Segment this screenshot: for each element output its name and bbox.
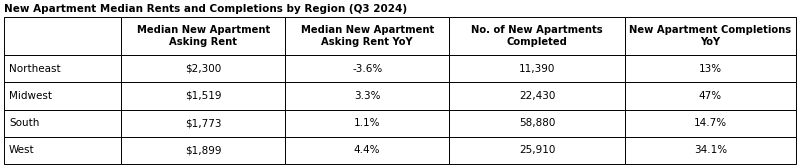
Text: 1.1%: 1.1% [354,118,380,128]
Text: $1,899: $1,899 [185,145,222,155]
Text: Northeast: Northeast [9,64,61,74]
Text: New Apartment Median Rents and Completions by Region (Q3 2024): New Apartment Median Rents and Completio… [4,3,407,13]
Text: 13%: 13% [699,64,722,74]
Text: New Apartment Completions
YoY: New Apartment Completions YoY [630,25,791,47]
Text: Midwest: Midwest [9,91,52,101]
Text: -3.6%: -3.6% [352,64,382,74]
Text: Median New Apartment
Asking Rent: Median New Apartment Asking Rent [137,25,270,47]
Text: South: South [9,118,39,128]
Text: No. of New Apartments
Completed: No. of New Apartments Completed [471,25,603,47]
Text: 58,880: 58,880 [519,118,555,128]
Text: 14.7%: 14.7% [694,118,727,128]
Text: 3.3%: 3.3% [354,91,380,101]
Text: 22,430: 22,430 [519,91,555,101]
Text: $1,519: $1,519 [185,91,222,101]
Text: 4.4%: 4.4% [354,145,380,155]
Text: 34.1%: 34.1% [694,145,727,155]
Text: $1,773: $1,773 [185,118,222,128]
Text: Median New Apartment
Asking Rent YoY: Median New Apartment Asking Rent YoY [301,25,434,47]
Text: West: West [9,145,34,155]
Text: 11,390: 11,390 [519,64,555,74]
Text: 47%: 47% [699,91,722,101]
Text: 25,910: 25,910 [519,145,555,155]
Text: $2,300: $2,300 [185,64,222,74]
